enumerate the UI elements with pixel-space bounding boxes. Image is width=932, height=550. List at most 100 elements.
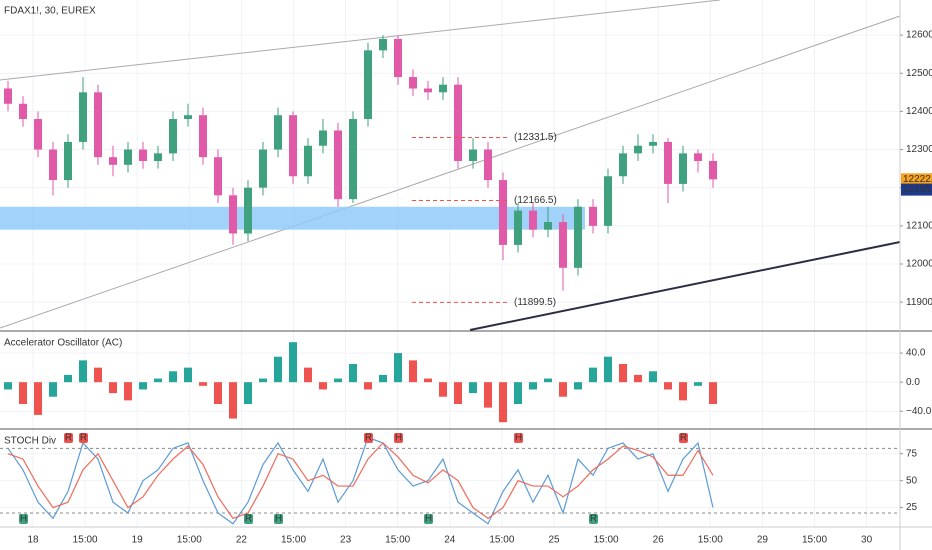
y-tick-label: 12300.0: [906, 144, 932, 155]
bar: [709, 382, 717, 404]
candle-body: [4, 88, 12, 104]
signal-box: [424, 514, 433, 524]
signal-label: H: [515, 433, 522, 444]
candle-body: [349, 119, 357, 200]
candle-body: [289, 115, 297, 177]
signal-label: R: [245, 514, 252, 525]
bar: [559, 382, 567, 397]
bar: [319, 382, 327, 390]
bar: [19, 382, 27, 404]
bar: [694, 382, 702, 386]
signal-label: H: [20, 514, 27, 525]
signal-label: R: [80, 433, 87, 444]
x-tick-label: 22: [236, 535, 248, 546]
bar: [79, 360, 87, 383]
bar: [379, 374, 387, 383]
bar: [154, 378, 162, 383]
bar: [529, 382, 537, 390]
candle-body: [244, 187, 252, 234]
y-tick-label: 50: [906, 475, 918, 486]
trend-line: [469, 241, 901, 331]
signal-box: [274, 514, 283, 524]
candle-body: [694, 153, 702, 161]
x-tick-label: 15:00: [594, 535, 619, 546]
y-tick-label: 12000.0: [906, 259, 932, 270]
candle-body: [64, 141, 72, 181]
trend-line: [0, 0, 721, 81]
bar: [544, 378, 552, 383]
level-label: (12331.5): [514, 132, 557, 143]
y-tick-label: 12500.0: [906, 68, 932, 79]
price-label: 12222.0: [903, 174, 932, 185]
candle-body: [109, 157, 117, 165]
signal-box: [589, 514, 598, 524]
candle-body: [154, 153, 162, 161]
pane-title: FDAX1!, 30, EUREX: [4, 6, 96, 17]
zone: [0, 206, 585, 230]
candle-body: [19, 103, 27, 120]
bar: [469, 382, 477, 394]
signal-label: H: [425, 514, 432, 525]
bar: [514, 382, 522, 404]
candle-body: [604, 176, 612, 226]
candle-body: [409, 77, 417, 89]
trend-line: [0, 15, 901, 329]
y-tick-label: 11900.0: [906, 297, 932, 308]
candle-body: [229, 195, 237, 234]
candle-body: [214, 157, 222, 196]
level-label: (12166.5): [514, 195, 557, 206]
candle-body: [199, 115, 207, 158]
bar: [484, 382, 492, 408]
candle-body: [664, 141, 672, 184]
y-tick-label: 12600.0: [906, 30, 932, 41]
y-tick-label: −40.0: [906, 406, 932, 417]
signal-box: [364, 433, 373, 443]
bar: [439, 382, 447, 397]
y-tick-label: 0.0: [906, 377, 920, 388]
candle-body: [529, 210, 537, 230]
bar: [589, 367, 597, 383]
bar: [619, 364, 627, 383]
candle-body: [439, 84, 447, 93]
candle-body: [679, 153, 687, 184]
x-tick-label: 23: [340, 535, 352, 546]
candle-body: [184, 115, 192, 120]
bar: [604, 356, 612, 383]
candle-body: [34, 119, 42, 150]
bar: [244, 382, 252, 404]
candle-body: [709, 160, 717, 180]
signal-label: H: [275, 514, 282, 525]
bar: [634, 374, 642, 383]
series-line: [7, 442, 714, 520]
bar: [334, 378, 342, 383]
series-line: [7, 436, 714, 525]
bar: [664, 382, 672, 390]
candle-body: [559, 222, 567, 268]
bar: [424, 378, 432, 383]
candle-body: [469, 149, 477, 161]
x-tick-label: 15:00: [385, 535, 410, 546]
bar: [364, 382, 372, 390]
bar: [169, 371, 177, 383]
bar: [259, 378, 267, 383]
signal-box: [514, 433, 523, 443]
x-tick-label: 25: [548, 535, 560, 546]
signal-label: R: [590, 514, 597, 525]
bar: [304, 367, 312, 383]
signal-box: [394, 433, 403, 443]
bar: [574, 382, 582, 390]
bar: [649, 371, 657, 383]
candle-body: [514, 210, 522, 245]
x-tick-label: 15:00: [489, 535, 514, 546]
x-tick-label: 19: [132, 535, 144, 546]
x-tick-label: 30: [861, 535, 873, 546]
bar: [4, 382, 12, 390]
level-label: (11899.5): [514, 297, 556, 308]
signal-label: R: [365, 433, 372, 444]
price-label: 12195.0: [903, 184, 932, 195]
candle-body: [424, 88, 432, 93]
bar: [124, 382, 132, 401]
bar: [454, 382, 462, 404]
candle-body: [499, 180, 507, 245]
bar: [409, 360, 417, 383]
